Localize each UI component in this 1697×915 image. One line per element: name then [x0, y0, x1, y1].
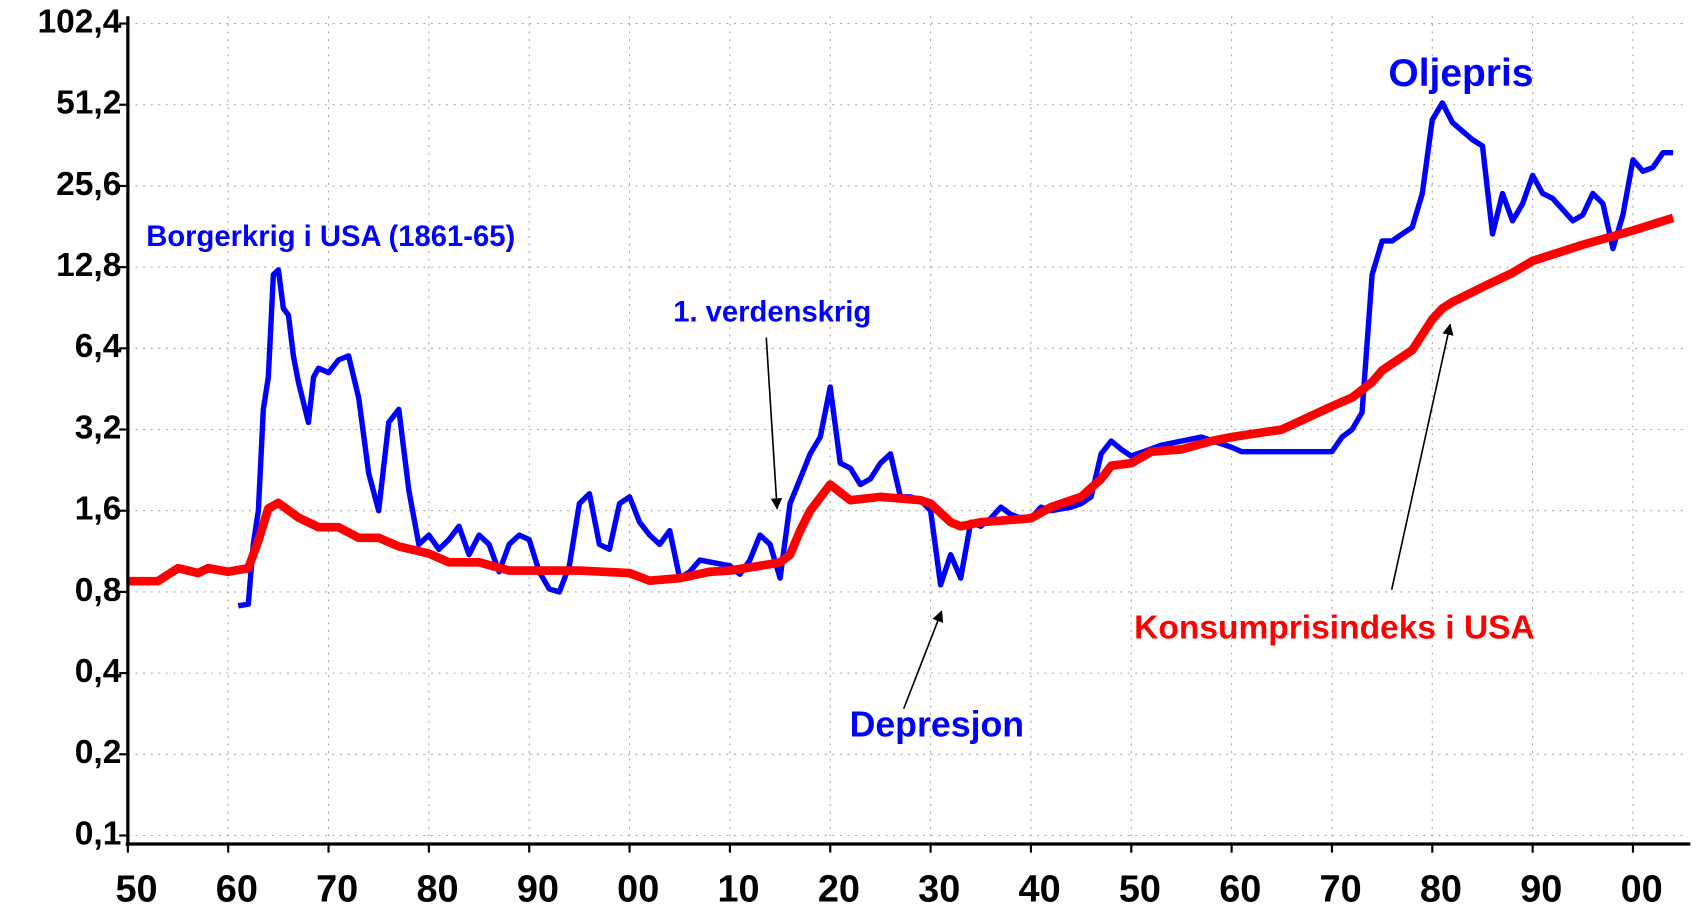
x-tick-label: 60: [216, 869, 258, 910]
series-line: [127, 213, 1675, 586]
annotation: 1. verdenskrig: [673, 297, 871, 329]
annotation: Borgerkrig i USA (1861-65): [146, 221, 515, 253]
y-tick-label: 12,8: [56, 247, 121, 284]
y-tick-label: 1,6: [75, 491, 122, 528]
x-tick-label: 20: [818, 869, 860, 910]
lines: [127, 100, 1675, 609]
ticks: 0,1 0,2 0,4 0,8 1,6 3,2 6,4 12,8 25,6 51,2 102,4 50…: [37, 3, 1662, 910]
x-tick-label: 00: [617, 869, 659, 910]
arrow: [765, 337, 783, 510]
x-tick-label: 50: [1119, 869, 1161, 910]
y-tick-label: 6,4: [75, 328, 122, 365]
y-tick-label: 102,4: [37, 3, 121, 40]
x-tick-label: 90: [517, 869, 559, 910]
x-tick-label: 10: [718, 869, 760, 910]
annotation: Oljepris: [1388, 52, 1533, 95]
x-tick-label: 30: [918, 869, 960, 910]
x-tick-label: 70: [1320, 869, 1362, 910]
y-tick-label: 25,6: [56, 166, 121, 203]
x-tick-label: 90: [1520, 869, 1562, 910]
y-tick-label: 3,2: [75, 409, 122, 446]
x-tick-label: 50: [115, 869, 157, 910]
arrow: [1390, 323, 1454, 590]
y-tick-label: 0,4: [75, 653, 122, 690]
x-tick-label: 40: [1019, 869, 1061, 910]
series-line: [237, 100, 1674, 609]
y-tick-label: 0,1: [75, 815, 122, 852]
x-tick-label: 70: [316, 869, 358, 910]
annotation: Konsumprisindeks i USA: [1134, 610, 1535, 647]
y-tick-label: 0,2: [75, 734, 122, 771]
annotation: Depresjon: [850, 705, 1025, 745]
x-tick-label: 60: [1219, 869, 1261, 910]
y-tick-label: 51,2: [56, 85, 121, 122]
x-tick-label: 80: [1420, 869, 1462, 910]
x-tick-label: 80: [416, 869, 458, 910]
x-tick-label: 00: [1621, 869, 1663, 910]
grid: [127, 16, 1689, 844]
arrow: [902, 610, 944, 710]
y-tick-label: 0,8: [75, 572, 122, 609]
